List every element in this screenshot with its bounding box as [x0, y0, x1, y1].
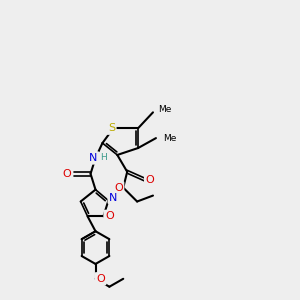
Text: O: O	[146, 175, 154, 185]
Text: O: O	[96, 274, 105, 284]
Text: N: N	[109, 193, 118, 202]
Text: O: O	[105, 212, 114, 221]
Text: Me: Me	[158, 105, 171, 114]
Text: H: H	[100, 153, 107, 162]
Text: O: O	[62, 169, 71, 179]
Text: N: N	[89, 153, 98, 163]
Text: S: S	[108, 123, 115, 133]
Text: Me: Me	[163, 134, 176, 142]
Text: O: O	[114, 183, 123, 193]
